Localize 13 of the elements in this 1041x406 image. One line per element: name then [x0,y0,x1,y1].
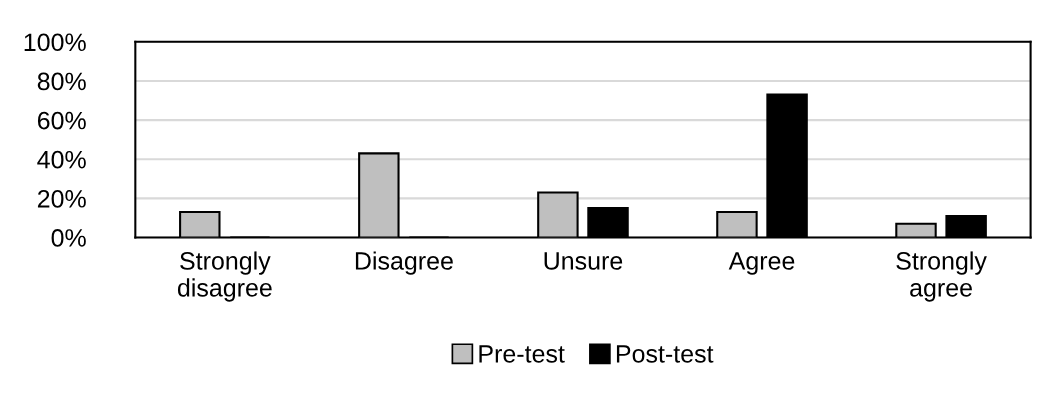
x-tick-label: Unsure [544,252,623,270]
x-tick-label: Strongly disagree [177,251,272,302]
legend-label: Pre-test [479,345,565,363]
y-tick-label: 0% [51,229,86,247]
y-tick-label: 40% [37,150,86,169]
y-tick-label: 80% [37,72,86,91]
x-tick-label: Strongly agree [896,251,987,302]
x-tick-label: Agree [728,252,795,275]
legend-label: Post-test [616,345,714,363]
x-tick-label: Disagree [355,251,453,275]
y-tick-label: 20% [37,189,86,208]
y-tick-label: 100% [24,33,86,52]
y-tick-label: 60% [37,111,86,130]
